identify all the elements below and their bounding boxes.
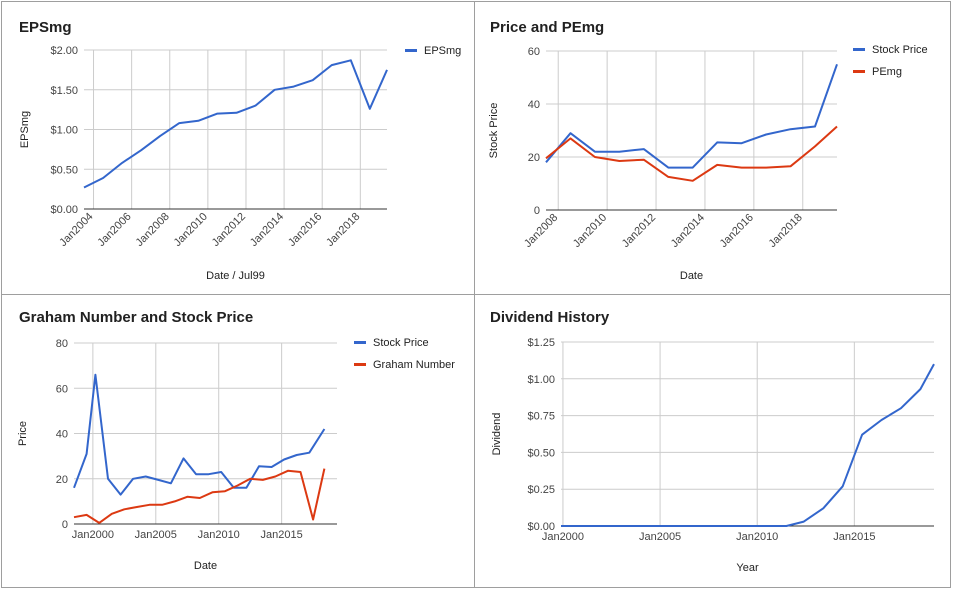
x-tick-label: Jan2012	[620, 212, 658, 250]
y-tick-label: 0	[534, 205, 540, 217]
x-tick-label: Jan2005	[135, 529, 177, 541]
chart-title: EPSmg	[19, 19, 72, 36]
y-tick-label: $1.00	[527, 374, 555, 386]
x-tick-label: Jan2014	[248, 211, 286, 249]
x-tick-label: Jan2008	[522, 212, 560, 250]
chart-title: Graham Number and Stock Price	[19, 309, 253, 326]
series-line-graham-number	[73, 468, 326, 524]
y-tick-label: $1.50	[50, 85, 78, 97]
dividend-chart-panel: Dividend History $0.00 $0.25 $0.50 $0.75 $1.0…	[474, 294, 951, 588]
price-pe-chart-panel: Price and PEmg 0 20 40 60 Jan2008 Jan2010 Jan20…	[474, 1, 951, 296]
y-tick-label: $0.00	[527, 521, 555, 533]
x-axis-label: Date / Jul99	[206, 270, 265, 282]
legend-swatch	[405, 49, 417, 52]
x-tick-label: Jan2008	[134, 211, 172, 249]
x-tick-label: Jan2000	[542, 531, 584, 543]
x-tick-label: Jan2012	[210, 211, 248, 249]
x-tick-label: Jan2005	[639, 531, 681, 543]
y-tick-label: 80	[56, 338, 68, 350]
y-tick-label: $1.00	[50, 125, 78, 137]
y-tick-label: 0	[62, 519, 68, 531]
y-tick-label: $0.75	[527, 411, 555, 423]
graham-chart-panel: Graham Number and Stock Price 0 20 40 60 80 Ja…	[1, 294, 475, 588]
series-line-stock-price	[73, 373, 326, 496]
x-tick-label: Jan2010	[736, 531, 778, 543]
x-tick-label: Jan2018	[767, 212, 805, 250]
y-tick-label: 40	[56, 429, 68, 441]
legend-swatch	[354, 363, 366, 366]
x-tick-label: Jan2014	[669, 212, 707, 250]
price-pe-chart: Price and PEmg 0 20 40 60 Jan2008 Jan2010 Jan20…	[488, 19, 928, 282]
y-tick-label: 20	[56, 474, 68, 486]
y-tick-label: $0.00	[50, 204, 78, 216]
legend-label: EPSmg	[424, 45, 461, 57]
x-tick-label: Jan2000	[72, 529, 114, 541]
y-tick-label: 20	[528, 152, 540, 164]
y-tick-label: $0.50	[50, 164, 78, 176]
legend-swatch	[354, 341, 366, 344]
y-tick-label: $1.25	[527, 337, 555, 349]
x-tick-label: Jan2015	[261, 529, 303, 541]
y-tick-label: $0.50	[527, 447, 555, 459]
y-tick-label: 40	[528, 99, 540, 111]
legend-label: Stock Price	[373, 337, 429, 349]
x-axis-label: Year	[736, 562, 759, 574]
y-tick-label: $0.25	[527, 484, 555, 496]
y-axis-label: Price	[17, 421, 29, 446]
eps-chart-panel: EPSmg $0.00 $0.50 $1.00 $1.50 $2.00 Jan2004 Jan…	[1, 1, 475, 296]
x-tick-label: Jan2016	[286, 211, 324, 249]
x-axis-label: Date	[680, 270, 703, 282]
series-line-stock-price	[545, 63, 838, 169]
y-axis-label: EPSmg	[19, 111, 31, 148]
y-tick-label: $2.00	[50, 45, 78, 57]
x-tick-label: Jan2006	[95, 211, 133, 249]
legend-label: Stock Price	[872, 44, 928, 56]
legend-swatch	[853, 48, 865, 51]
legend-label: PEmg	[872, 66, 902, 78]
chart-title: Price and PEmg	[490, 19, 604, 36]
x-tick-label: Jan2010	[172, 211, 210, 249]
x-tick-label: Jan2018	[324, 211, 362, 249]
y-tick-label: 60	[528, 46, 540, 58]
chart-title: Dividend History	[490, 309, 610, 326]
dividend-chart: Dividend History $0.00 $0.25 $0.50 $0.75 $1.0…	[490, 309, 935, 574]
graham-chart: Graham Number and Stock Price 0 20 40 60 80 Ja…	[17, 309, 455, 572]
legend-swatch	[853, 70, 865, 73]
y-axis-label: Stock Price	[488, 103, 500, 159]
series-line-epsmg	[83, 59, 388, 189]
legend-label: Graham Number	[373, 359, 455, 371]
x-tick-label: Jan2010	[198, 529, 240, 541]
y-tick-label: 60	[56, 383, 68, 395]
x-tick-label: Jan2015	[833, 531, 875, 543]
series-line-pemg	[545, 125, 838, 182]
series-line-dividend	[561, 363, 935, 527]
x-tick-label: Jan2016	[718, 212, 756, 250]
y-axis-label: Dividend	[491, 413, 503, 456]
x-tick-label: Jan2004	[57, 211, 95, 249]
x-tick-label: Jan2010	[571, 212, 609, 250]
x-axis-label: Date	[194, 560, 217, 572]
